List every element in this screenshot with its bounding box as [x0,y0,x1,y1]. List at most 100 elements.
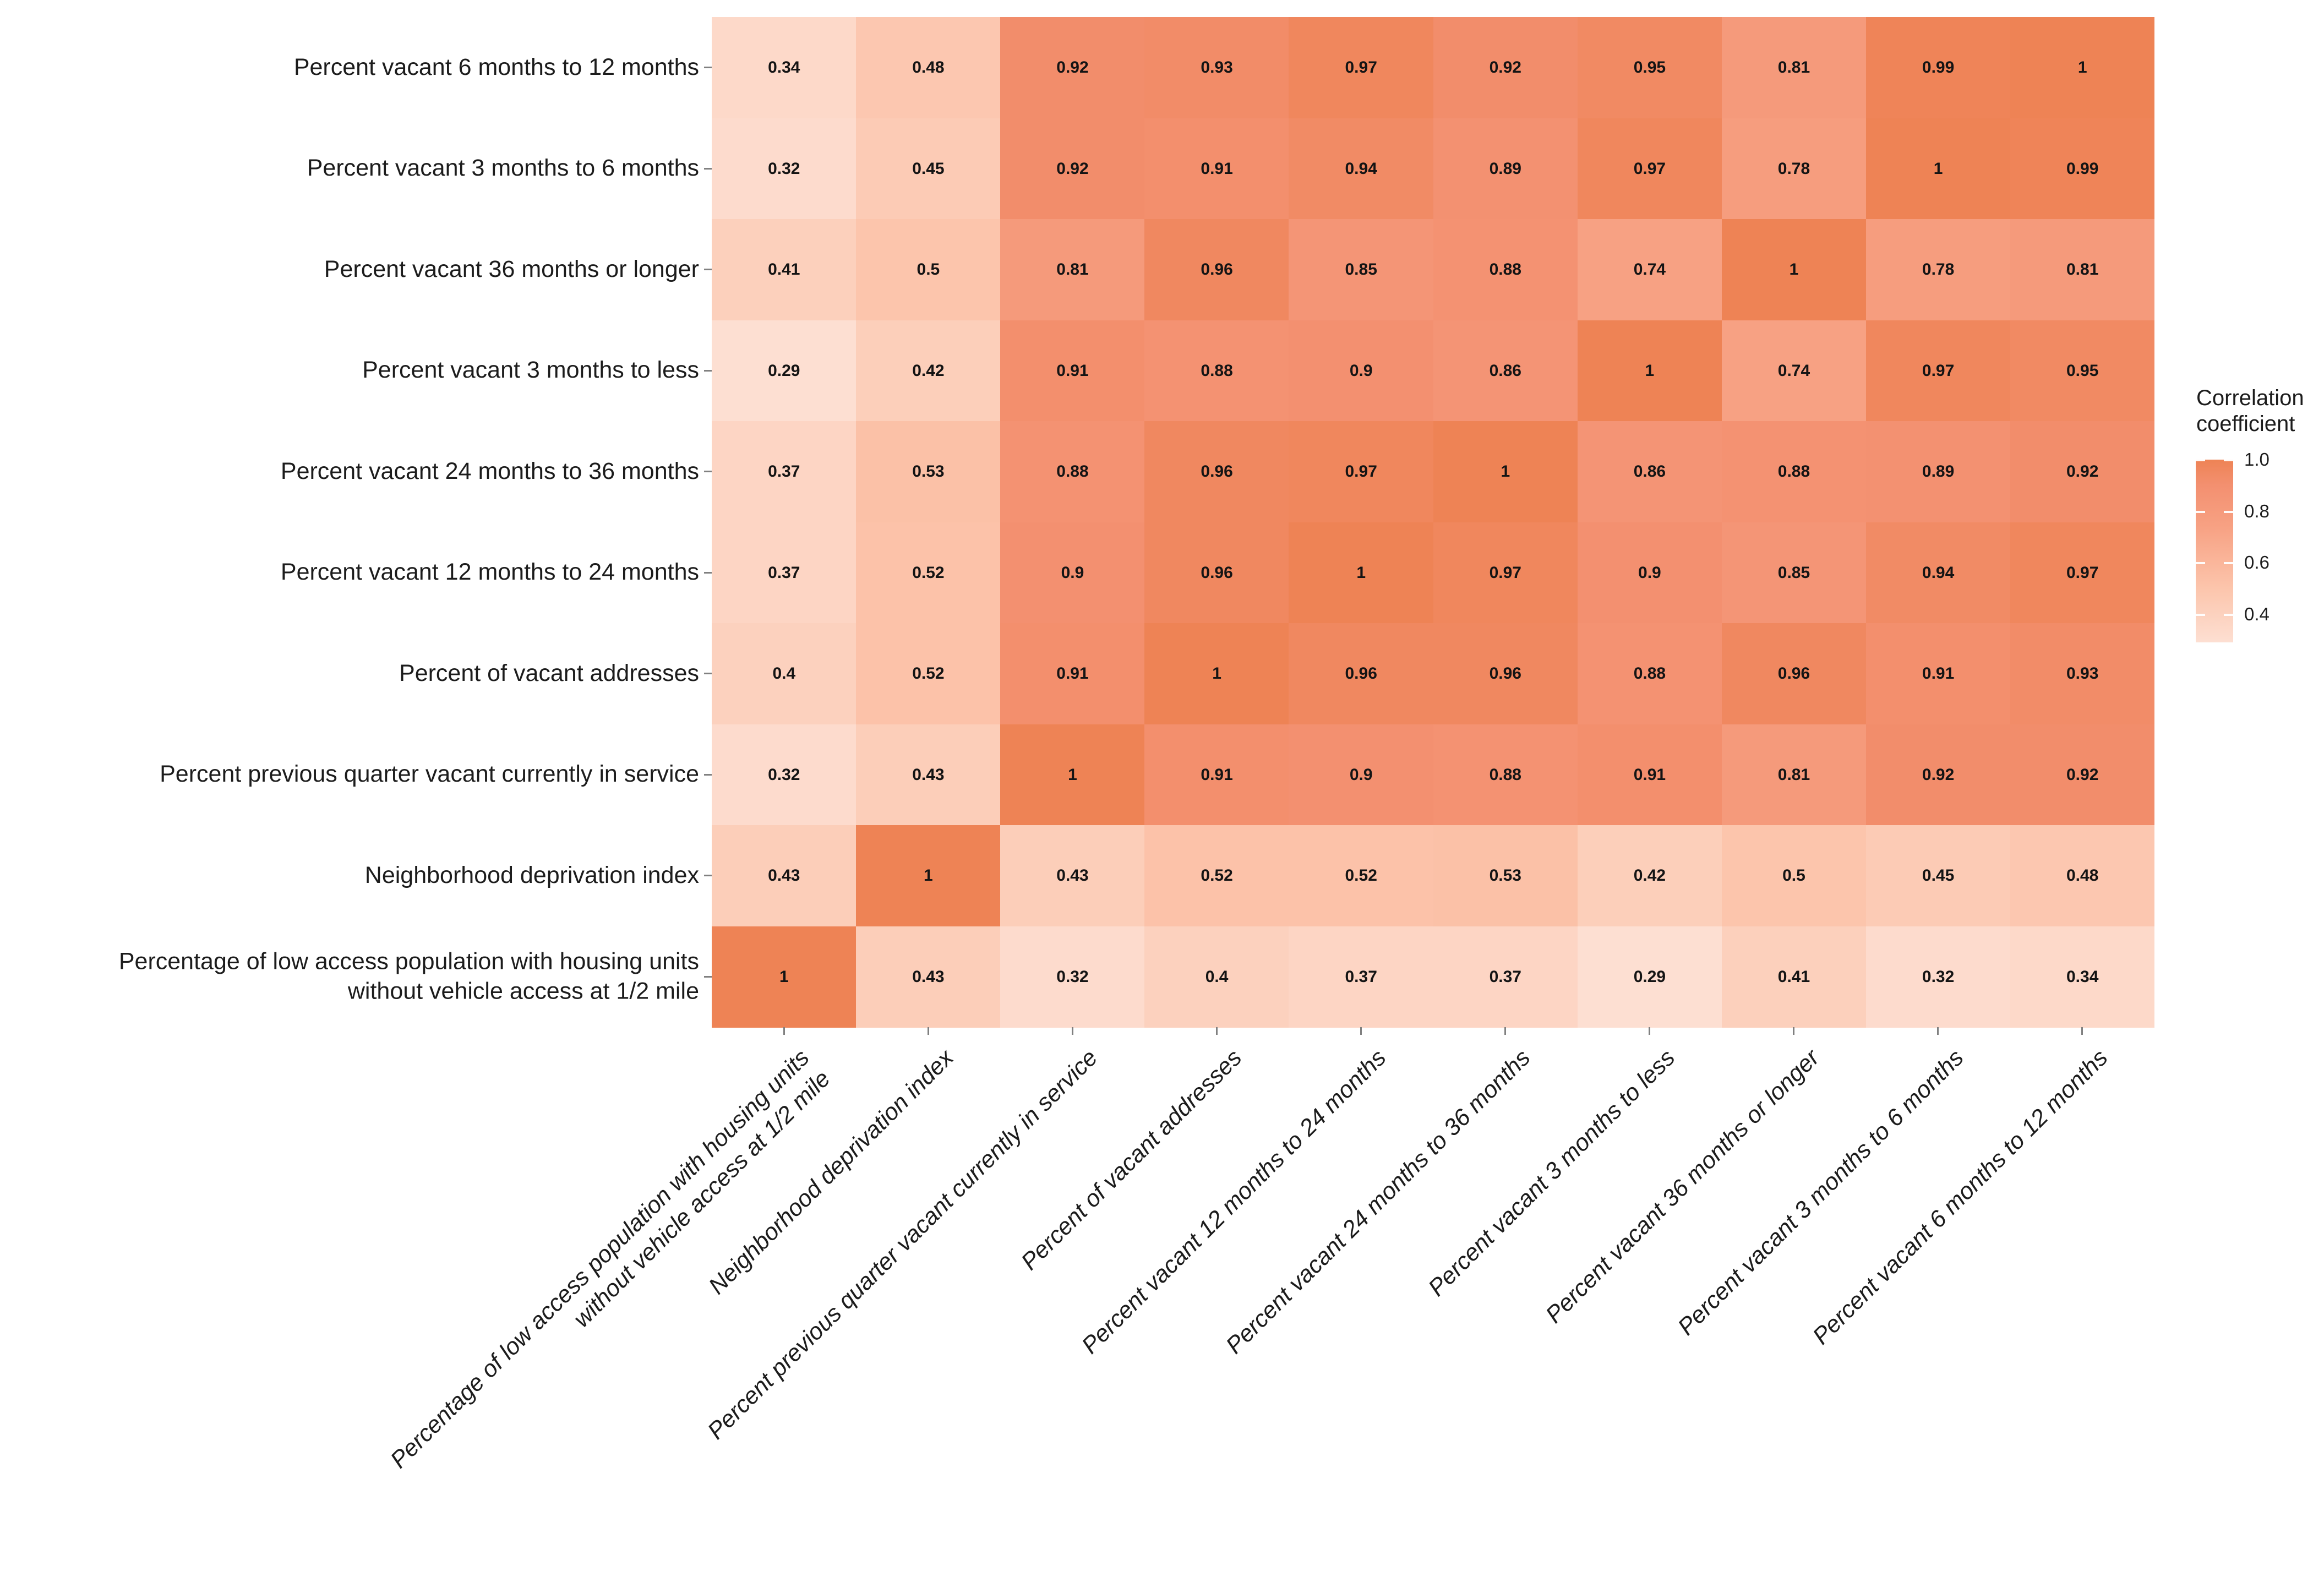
cell-value: 0.96 [1201,260,1233,279]
heatmap-cell: 0.92 [2010,421,2155,522]
heatmap-cell: 0.81 [1721,17,1867,118]
legend-gradient-bar [2196,460,2233,642]
cell-value: 0.94 [1922,563,1955,582]
cell-value: 0.52 [1345,866,1377,885]
heatmap-cell: 1 [1289,522,1433,624]
x-axis-tick [1215,1027,1218,1035]
heatmap-cell: 1 [1865,118,2011,220]
heatmap-cell: 0.86 [1577,421,1722,522]
heatmap-cell: 0.5 [1721,825,1867,926]
x-axis-label: Percentage of low access population with… [385,1044,836,1474]
y-axis-label: Percent previous quarter vacant currentl… [160,761,699,788]
heatmap-cell: 0.32 [1865,926,2011,1028]
cell-value: 0.5 [1782,866,1805,885]
y-axis-tick [704,269,712,271]
legend-tick-notch [2196,510,2205,513]
heatmap-cell: 0.32 [1000,926,1145,1028]
heatmap-cell: 0.42 [1577,825,1722,926]
heatmap-cell: 0.48 [2010,825,2155,926]
cell-value: 0.95 [1633,58,1666,77]
heatmap-cell: 0.91 [1865,623,2011,724]
cell-value: 0.78 [1777,159,1810,178]
cell-value: 0.91 [1201,159,1233,178]
cell-value: 0.43 [912,967,945,986]
heatmap-cell: 0.92 [1865,724,2011,826]
legend-tick-notch [2196,459,2205,461]
legend-tick-notch [2224,459,2233,461]
x-axis-tick [1504,1027,1507,1035]
heatmap-cell: 0.4 [1144,926,1289,1028]
heatmap-cell: 0.37 [1289,926,1433,1028]
heatmap-cell: 0.91 [1144,724,1289,826]
cell-value: 0.91 [1922,664,1955,683]
cell-value: 0.43 [1056,866,1089,885]
heatmap-cell: 0.52 [856,522,1001,624]
cell-value: 0.9 [1349,765,1373,784]
x-axis-tick [1360,1027,1362,1035]
heatmap-cell: 0.43 [1000,825,1145,926]
y-axis-tick [704,875,712,877]
cell-value: 0.92 [1489,58,1521,77]
heatmap-cell: 0.29 [712,320,857,422]
cell-value: 0.41 [768,260,800,279]
heatmap-cell: 0.92 [1000,17,1145,118]
heatmap-cell: 0.89 [1865,421,2011,522]
cell-value: 0.86 [1489,361,1521,380]
cell-value: 0.89 [1922,462,1955,481]
legend-tick-label: 0.4 [2244,603,2270,624]
x-axis-tick [1937,1027,1939,1035]
cell-value: 0.97 [2066,563,2099,582]
heatmap-cell: 0.96 [1144,522,1289,624]
heatmap-cell: 0.43 [856,926,1001,1028]
heatmap-cell: 0.96 [1289,623,1433,724]
x-axis-label: Percent vacant 6 months to 12 months [1807,1044,2113,1350]
cell-value: 0.94 [1345,159,1377,178]
heatmap-cell: 0.74 [1577,219,1722,320]
cell-value: 0.88 [1201,361,1233,380]
cell-value: 0.81 [1056,260,1089,279]
heatmap-cell: 0.74 [1721,320,1867,422]
heatmap-cell: 0.52 [1289,825,1433,926]
heatmap-cell: 0.92 [1000,118,1145,220]
cell-value: 0.9 [1349,361,1373,380]
cell-value: 0.29 [1633,967,1666,986]
y-axis-tick [704,975,712,978]
cell-value: 0.92 [2066,462,2099,481]
cell-value: 0.45 [912,159,945,178]
cell-value: 0.88 [1633,664,1666,683]
heatmap-cell: 0.91 [1577,724,1722,826]
heatmap-cell: 1 [712,926,857,1028]
y-axis-tick [704,673,712,675]
heatmap-cell: 0.81 [1721,724,1867,826]
heatmap-cell: 0.88 [1000,421,1145,522]
cell-value: 0.5 [916,260,940,279]
cell-value: 0.91 [1201,765,1233,784]
cell-value: 0.91 [1056,664,1089,683]
cell-value: 0.43 [768,866,800,885]
heatmap-cell: 0.88 [1577,623,1722,724]
heatmap-cell: 0.88 [1433,724,1578,826]
cell-value: 1 [1501,462,1510,481]
cell-value: 0.78 [1922,260,1955,279]
heatmap-cell: 0.85 [1721,522,1867,624]
heatmap-cell: 0.9 [1577,522,1722,624]
cell-value: 0.45 [1922,866,1955,885]
heatmap-cell: 0.97 [1865,320,2011,422]
legend-tick-notch [2224,510,2233,513]
cell-value: 0.85 [1345,260,1377,279]
heatmap-cell: 0.86 [1433,320,1578,422]
cell-value: 0.85 [1777,563,1810,582]
heatmap-cell: 0.48 [856,17,1001,118]
cell-value: 1 [1212,664,1221,683]
cell-value: 0.32 [768,765,800,784]
heatmap-cell: 0.88 [1721,421,1867,522]
cell-value: 0.92 [2066,765,2099,784]
heatmap-cell: 0.94 [1865,522,2011,624]
cell-value: 0.37 [768,462,800,481]
cell-value: 0.91 [1056,361,1089,380]
heatmap-cell: 0.95 [2010,320,2155,422]
heatmap-cell: 0.94 [1289,118,1433,220]
heatmap-cell: 0.29 [1577,926,1722,1028]
cell-value: 0.74 [1633,260,1666,279]
heatmap-cell: 0.96 [1433,623,1578,724]
